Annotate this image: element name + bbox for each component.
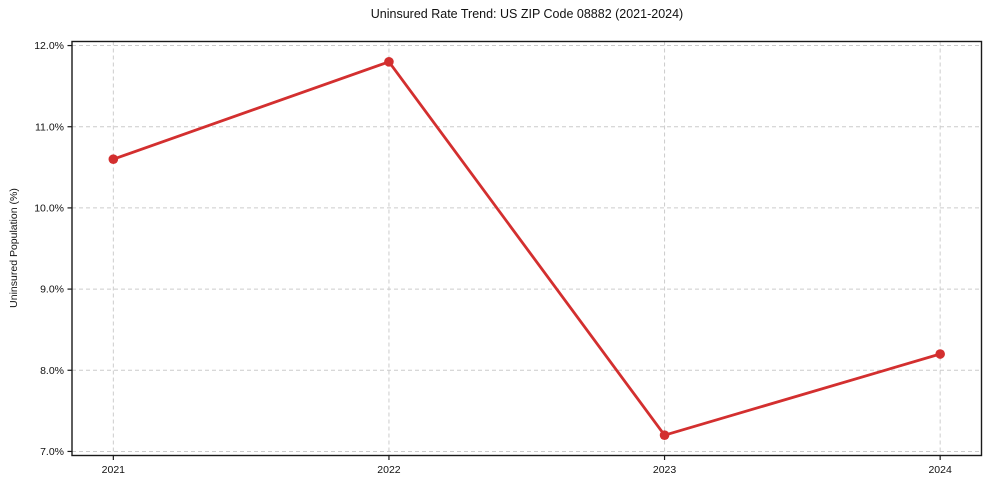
y-tick-label: 8.0% (40, 365, 64, 377)
x-tick-label: 2021 (102, 464, 126, 476)
y-tick-label: 7.0% (40, 446, 64, 458)
plot-border (71, 40, 983, 457)
x-tick-label: 2024 (928, 464, 952, 476)
data-point-marker (384, 56, 394, 67)
y-tick-label: 11.0% (35, 121, 64, 133)
y-tick-label: 10.0% (34, 203, 64, 215)
chart-title: Uninsured Rate Trend: US ZIP Code 08882 … (370, 7, 684, 21)
data-point-marker (659, 430, 670, 441)
data-point-marker (935, 349, 945, 359)
x-tick-label: 2023 (653, 464, 677, 476)
y-tick-label: 9.0% (40, 284, 64, 296)
trend-line (111, 60, 942, 437)
data-point-marker (108, 154, 119, 165)
x-tick-label: 2022 (377, 464, 401, 476)
y-tick-label: 12.0% (34, 40, 64, 52)
